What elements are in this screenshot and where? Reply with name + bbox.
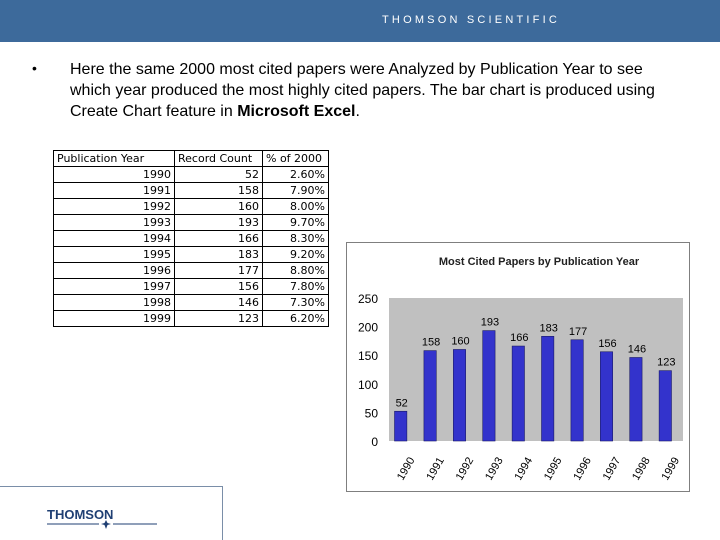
bullet-marker: • bbox=[32, 60, 37, 76]
table-cell-pct: 6.20% bbox=[262, 310, 329, 327]
table-cell-year: 1992 bbox=[53, 198, 175, 215]
table-cell-count: 193 bbox=[174, 214, 263, 231]
x-tick-label: 1992 bbox=[454, 455, 477, 482]
x-tick-label: 1995 bbox=[542, 455, 565, 482]
bar bbox=[423, 350, 437, 442]
x-tick-label: 1990 bbox=[395, 455, 418, 482]
bar bbox=[629, 357, 643, 442]
data-label: 160 bbox=[451, 335, 469, 347]
x-tick-label: 1994 bbox=[513, 455, 536, 482]
table-cell-pct: 8.30% bbox=[262, 230, 329, 247]
table-row: 1990 52 2.60% bbox=[53, 166, 329, 183]
thomson-logo: THOMSON bbox=[47, 507, 157, 529]
table-header-row: Publication Year Record Count % of 2000 bbox=[53, 150, 329, 167]
table-cell-pct: 8.80% bbox=[262, 262, 329, 279]
bar bbox=[600, 351, 613, 442]
table-cell-year: 1990 bbox=[53, 166, 175, 183]
chart-title: Most Cited Papers by Publication Year bbox=[439, 256, 640, 268]
table-row: 1991 158 7.90% bbox=[53, 182, 329, 199]
x-tick-label: 1998 bbox=[630, 455, 653, 482]
table-cell-count: 160 bbox=[174, 198, 263, 215]
publication-year-table: Publication Year Record Count % of 2000 … bbox=[53, 150, 329, 327]
bar bbox=[541, 336, 555, 442]
header-band: THOMSON SCIENTIFIC bbox=[0, 0, 720, 42]
x-tick-label: 1999 bbox=[660, 455, 683, 482]
table-cell-count: 158 bbox=[174, 182, 263, 199]
table-cell-year: 1998 bbox=[53, 294, 175, 311]
table-body: 1990 52 2.60% 1991 158 7.90% 1992 160 8.00% 1993 1… bbox=[53, 166, 329, 327]
footer-divider-vertical bbox=[222, 486, 223, 540]
y-tick-label: 150 bbox=[358, 349, 378, 363]
bar-chart: Most Cited Papers by Publication Year 0 50… bbox=[358, 256, 683, 483]
bar bbox=[453, 349, 466, 442]
table-row: 1999 123 6.20% bbox=[53, 310, 329, 327]
data-label: 52 bbox=[396, 397, 408, 409]
data-label: 123 bbox=[657, 357, 675, 369]
table-cell-pct: 8.00% bbox=[262, 198, 329, 215]
chart-container: Most Cited Papers by Publication Year 0 50… bbox=[346, 242, 690, 492]
logo-wordmark: THOMSON bbox=[47, 507, 113, 522]
table-cell-pct: 7.30% bbox=[262, 294, 329, 311]
table-cell-year: 1996 bbox=[53, 262, 175, 279]
data-label: 166 bbox=[510, 332, 528, 344]
table-row: 1993 193 9.70% bbox=[53, 214, 329, 231]
bar bbox=[511, 345, 525, 442]
table-cell-count: 123 bbox=[174, 310, 263, 327]
data-label: 193 bbox=[481, 317, 499, 329]
body-text-bold: Microsoft Excel bbox=[237, 103, 356, 120]
table-cell-count: 183 bbox=[174, 246, 263, 263]
y-tick-label: 0 bbox=[371, 435, 378, 449]
table-cell-pct: 7.90% bbox=[262, 182, 329, 199]
table-cell-count: 52 bbox=[174, 166, 263, 183]
footer-divider bbox=[0, 486, 223, 487]
table-row: 1995 183 9.20% bbox=[53, 246, 329, 263]
table-cell-count: 177 bbox=[174, 262, 263, 279]
data-label: 183 bbox=[540, 322, 558, 334]
table-row: 1998 146 7.30% bbox=[53, 294, 329, 311]
table-cell-year: 1994 bbox=[53, 230, 175, 247]
table-cell-count: 166 bbox=[174, 230, 263, 247]
y-tick-label: 200 bbox=[358, 321, 378, 335]
bar bbox=[394, 410, 408, 442]
x-tick-label: 1996 bbox=[571, 455, 594, 482]
x-tick-label: 1993 bbox=[483, 455, 506, 482]
table-cell-count: 156 bbox=[174, 278, 263, 295]
slide-body-text: Here the same 2000 most cited papers wer… bbox=[70, 59, 660, 122]
table-cell-year: 1997 bbox=[53, 278, 175, 295]
table-header-year: Publication Year bbox=[53, 150, 175, 167]
table-cell-year: 1991 bbox=[53, 182, 175, 199]
table-row: 1992 160 8.00% bbox=[53, 198, 329, 215]
body-text-end: . bbox=[355, 103, 360, 120]
table-cell-year: 1995 bbox=[53, 246, 175, 263]
thomson-star-icon bbox=[47, 520, 157, 529]
table-row: 1997 156 7.80% bbox=[53, 278, 329, 295]
table-cell-pct: 7.80% bbox=[262, 278, 329, 295]
table-cell-year: 1999 bbox=[53, 310, 175, 327]
data-label: 177 bbox=[569, 326, 587, 338]
table-cell-pct: 9.20% bbox=[262, 246, 329, 263]
y-tick-label: 50 bbox=[365, 406, 379, 420]
brand-title: THOMSON SCIENTIFIC bbox=[382, 14, 560, 26]
bar bbox=[570, 339, 584, 442]
table-header-count: Record Count bbox=[174, 150, 263, 167]
table-row: 1996 177 8.80% bbox=[53, 262, 329, 279]
table-cell-count: 146 bbox=[174, 294, 263, 311]
table-row: 1994 166 8.30% bbox=[53, 230, 329, 247]
bar bbox=[658, 370, 672, 442]
table-cell-pct: 9.70% bbox=[262, 214, 329, 231]
data-label: 158 bbox=[422, 337, 440, 349]
data-label: 156 bbox=[598, 338, 616, 350]
x-tick-label: 1997 bbox=[601, 455, 624, 482]
y-tick-label: 250 bbox=[358, 292, 378, 306]
body-text-main: Here the same 2000 most cited papers wer… bbox=[70, 61, 655, 120]
data-label: 146 bbox=[628, 343, 646, 355]
bar bbox=[482, 330, 496, 442]
table-header-pct: % of 2000 bbox=[262, 150, 329, 167]
x-tick-label: 1991 bbox=[424, 455, 447, 482]
y-tick-label: 100 bbox=[358, 378, 378, 392]
table-cell-pct: 2.60% bbox=[262, 166, 329, 183]
table-cell-year: 1993 bbox=[53, 214, 175, 231]
